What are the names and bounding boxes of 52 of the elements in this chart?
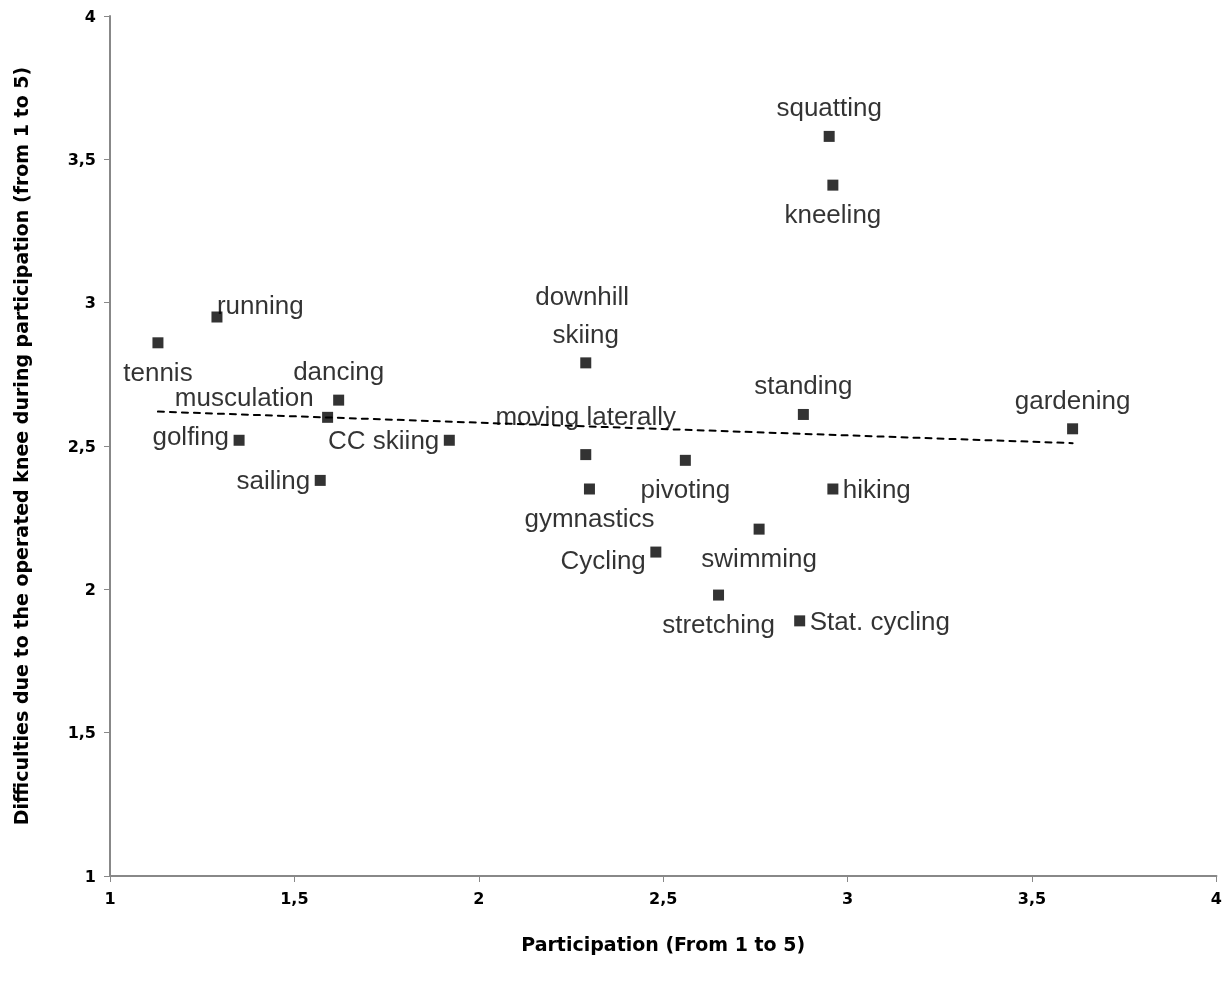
annotation: moving laterally — [495, 400, 677, 431]
point — [580, 449, 592, 461]
annotation: golfing — [152, 421, 230, 452]
point — [152, 337, 164, 349]
y-tick-label: 1 — [84, 866, 96, 886]
x-tick-label: 2,5 — [649, 888, 678, 908]
point — [823, 130, 835, 142]
x-tick-label: 1 — [104, 888, 116, 908]
x-axis-title: Participation (From 1 to 5) — [521, 932, 806, 955]
annotation: kneeling — [784, 199, 882, 230]
point — [827, 483, 839, 495]
x-tick-label: 1,5 — [280, 888, 309, 908]
annotation: downhill skiing — [535, 280, 637, 349]
point — [797, 408, 809, 420]
y-tick-label: 3,5 — [67, 149, 96, 169]
point — [333, 394, 345, 406]
annotation: sailing — [236, 465, 311, 496]
point — [679, 454, 691, 466]
y-tick-label: 3 — [84, 293, 96, 313]
point — [583, 483, 595, 495]
x-tick-label: 4 — [1210, 888, 1222, 908]
point — [827, 179, 839, 191]
x-tick-label: 2 — [473, 888, 485, 908]
point — [794, 615, 806, 627]
annotation: standing — [754, 370, 853, 401]
annotation: pivoting — [640, 474, 731, 505]
x-tick-label: 3 — [842, 888, 854, 908]
annotation: stretching — [662, 609, 775, 640]
point — [713, 589, 725, 601]
annotation: gymnastics — [524, 503, 655, 534]
point — [650, 546, 662, 558]
y-tick-label: 2 — [84, 579, 96, 599]
annotation: squatting — [776, 92, 882, 123]
annotation: Stat. cycling — [809, 605, 950, 636]
annotation: hiking — [842, 474, 911, 504]
point — [314, 474, 326, 486]
annotation: swimming — [701, 543, 817, 574]
annotation: Cycling — [560, 545, 646, 576]
point — [322, 411, 334, 423]
point — [580, 357, 592, 369]
annotation: CC skiing — [328, 425, 440, 456]
annotation: running — [216, 290, 304, 320]
point — [1067, 423, 1079, 435]
point — [443, 434, 455, 446]
x-tick-label: 3,5 — [1017, 888, 1047, 908]
annotation: gardening — [1014, 384, 1131, 415]
point — [233, 434, 245, 446]
point — [753, 523, 765, 535]
y-axis-title: Difficulties due to the operated knee during participation (from 1 to 5) — [9, 66, 32, 826]
y-tick-label: 4 — [84, 6, 96, 26]
y-tick-label: 1,5 — [67, 723, 96, 743]
y-tick-label: 2,5 — [67, 436, 96, 456]
